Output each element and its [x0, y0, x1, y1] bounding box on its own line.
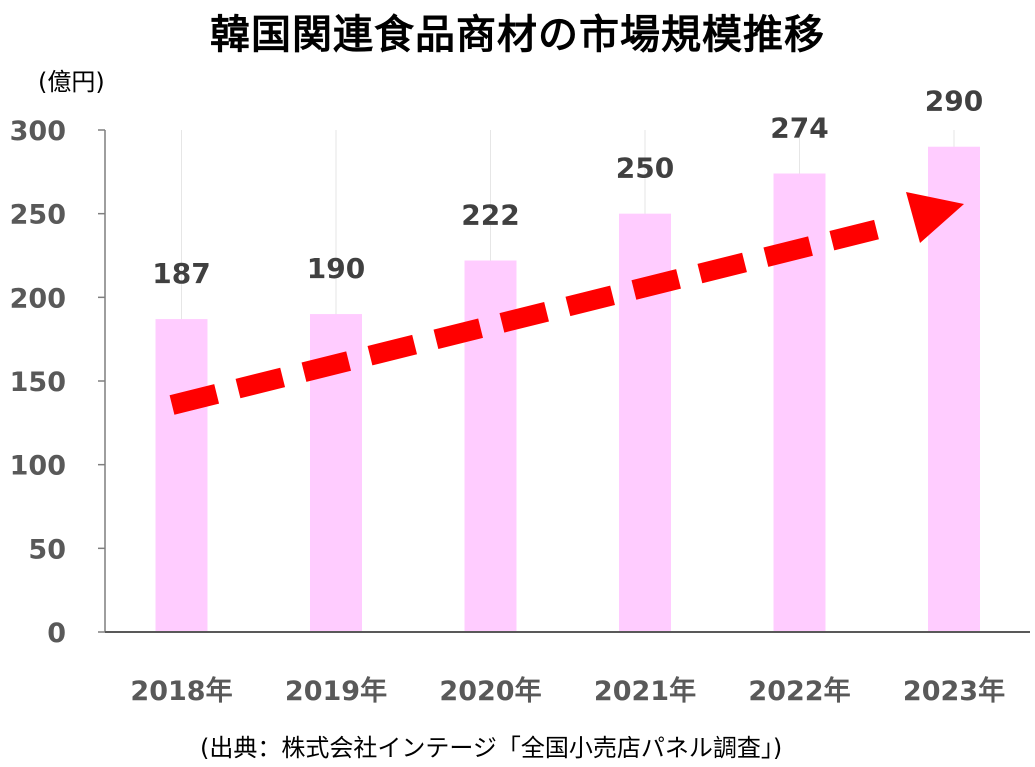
y-tick-label: 50 — [28, 534, 66, 565]
trend-arrow-shaft — [169, 215, 898, 415]
trend-arrow — [169, 192, 964, 415]
data-label: 190 — [307, 252, 365, 285]
y-tick-label: 200 — [10, 283, 66, 314]
category-label: 2023年 — [903, 675, 1005, 707]
data-label: 187 — [152, 257, 210, 290]
axis-layer — [98, 129, 1030, 633]
y-tick-label: 300 — [10, 116, 66, 147]
source-note: (出典：株式会社インテージ「全国小売店パネル調査」) — [200, 734, 783, 762]
category-label: 2020年 — [439, 675, 541, 707]
category-label: 2018年 — [130, 675, 232, 707]
grid-layer — [181, 130, 955, 632]
trend-arrow-head — [906, 192, 964, 243]
data-label: 250 — [616, 152, 674, 185]
data-label: 222 — [461, 199, 519, 232]
data-label: 274 — [770, 112, 828, 145]
y-tick-label: 0 — [47, 618, 66, 649]
y-tick-label: 150 — [10, 367, 66, 398]
category-label: 2021年 — [594, 675, 696, 707]
category-label: 2019年 — [285, 675, 387, 707]
y-tick-label: 100 — [10, 451, 66, 482]
bar — [155, 319, 208, 632]
label-layer: 0 50 100 150 200 250 300 187 2018年 190 2019年 222 202… — [10, 85, 1005, 707]
y-axis-unit-label: (億円) — [38, 68, 105, 96]
chart-title: 韓国関連食品商材の市場規模推移 — [210, 12, 825, 58]
category-label: 2022年 — [748, 675, 850, 707]
bar-layer — [155, 146, 980, 633]
data-label: 290 — [925, 85, 983, 118]
y-tick-label: 250 — [10, 200, 66, 231]
